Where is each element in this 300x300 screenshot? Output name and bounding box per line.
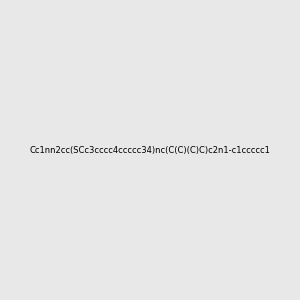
Text: Cc1nn2cc(SCc3cccc4ccccc34)nc(C(C)(C)C)c2n1-c1ccccc1: Cc1nn2cc(SCc3cccc4ccccc34)nc(C(C)(C)C)c2… (30, 146, 270, 154)
